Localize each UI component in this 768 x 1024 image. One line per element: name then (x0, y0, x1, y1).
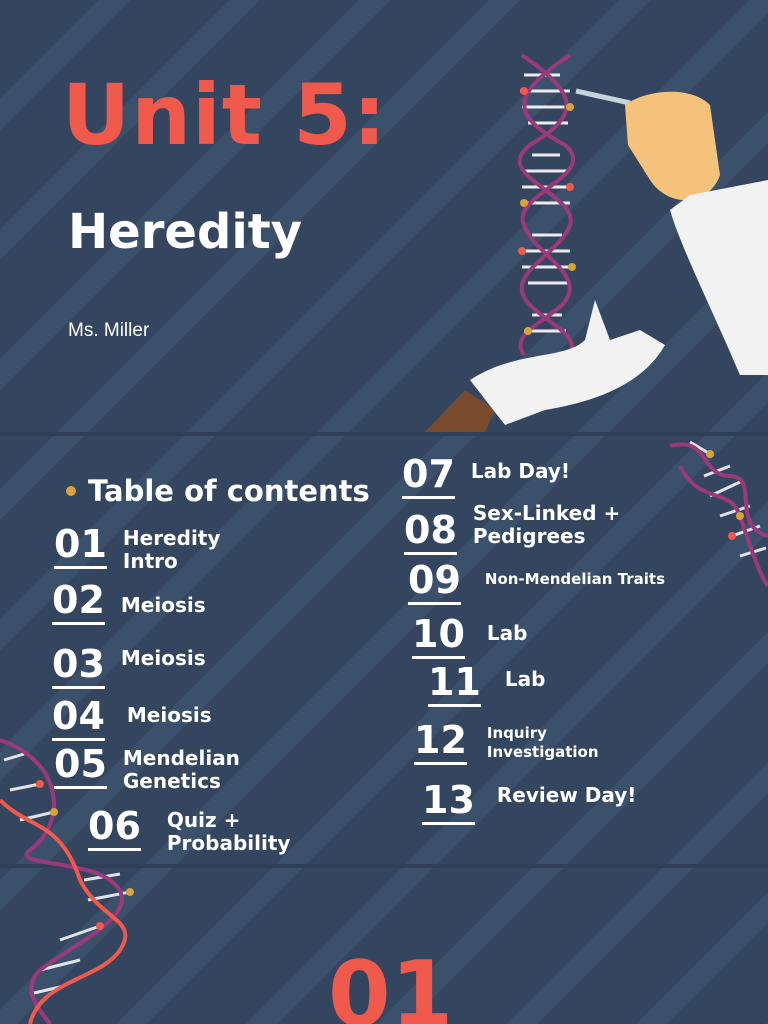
toc-entry-number: 05 (54, 744, 107, 789)
toc-entry-04[interactable]: 04 Meiosis (52, 696, 212, 741)
toc-entry-label: Quiz + Probability (166, 808, 291, 855)
toc-entry-number: 10 (412, 614, 465, 659)
toc-entry-10[interactable]: 10 Lab (412, 614, 527, 659)
toc-entry-label: Mendelian Genetics (122, 746, 240, 793)
page-number: 01 (328, 942, 454, 1024)
gloved-hand-icon (425, 300, 665, 432)
toc-entry-label: Meiosis (120, 593, 206, 617)
toc-entry-label: Lab (486, 621, 528, 645)
section-divider (0, 864, 768, 868)
toc-entry-label: Non-Mendelian Traits (484, 570, 665, 588)
toc-entry-number: 06 (88, 806, 141, 851)
toc-entry-label: Inquiry Investigation (486, 724, 599, 761)
toc-entry-number: 02 (52, 580, 105, 625)
toc-entry-01[interactable]: 01 Heredity Intro (54, 524, 220, 573)
toc-entry-label: Heredity Intro (122, 526, 221, 573)
dna-helix-icon (0, 738, 134, 1024)
toc-entry-number: 04 (52, 696, 105, 741)
toc-entry-number: 11 (428, 662, 481, 707)
hand-with-tweezers-icon (575, 88, 768, 375)
unit-subtitle: Heredity (68, 204, 302, 260)
toc-entry-label: Sex-Linked + Pedigrees (472, 501, 621, 548)
dna-helix-icon (517, 53, 576, 357)
toc-heading: Table of contents (66, 474, 370, 508)
toc-entry-02[interactable]: 02 Meiosis (52, 580, 206, 625)
author-name: Ms. Miller (68, 320, 150, 341)
toc-entry-label: Review Day! (496, 783, 637, 807)
toc-entry-number: 12 (414, 720, 467, 765)
toc-entry-label: Meiosis (126, 703, 212, 727)
dna-helix-icon (669, 440, 768, 588)
toc-entry-09[interactable]: 09 Non-Mendelian Traits (408, 560, 665, 605)
toc-entry-08[interactable]: 08 Sex-Linked + Pedigrees (404, 502, 620, 555)
toc-entry-number: 01 (54, 524, 107, 569)
toc-entry-number: 13 (422, 780, 475, 825)
bullet-icon (66, 486, 76, 496)
toc-entry-label: Meiosis (120, 646, 206, 670)
toc-entry-number: 03 (52, 644, 105, 689)
toc-entry-label: Lab Day! (470, 459, 571, 483)
toc-entry-number: 07 (402, 454, 455, 499)
toc-entry-06[interactable]: 06 Quiz + Probability (88, 806, 290, 855)
toc-entry-05[interactable]: 05 Mendelian Genetics (54, 744, 240, 793)
toc-entry-03[interactable]: 03 Meiosis (52, 644, 206, 689)
toc-entry-label: Lab (504, 667, 546, 691)
toc-heading-text: Table of contents (88, 474, 370, 508)
toc-entry-number: 08 (404, 510, 457, 555)
toc-entry-number: 09 (408, 560, 461, 605)
toc-entry-11[interactable]: 11 Lab (428, 662, 545, 707)
toc-entry-12[interactable]: 12 Inquiry Investigation (414, 720, 599, 765)
section-divider (0, 432, 768, 436)
toc-entry-13[interactable]: 13 Review Day! (422, 780, 636, 825)
unit-title: Unit 5: (62, 66, 388, 164)
toc-entry-07[interactable]: 07 Lab Day! (402, 454, 570, 499)
